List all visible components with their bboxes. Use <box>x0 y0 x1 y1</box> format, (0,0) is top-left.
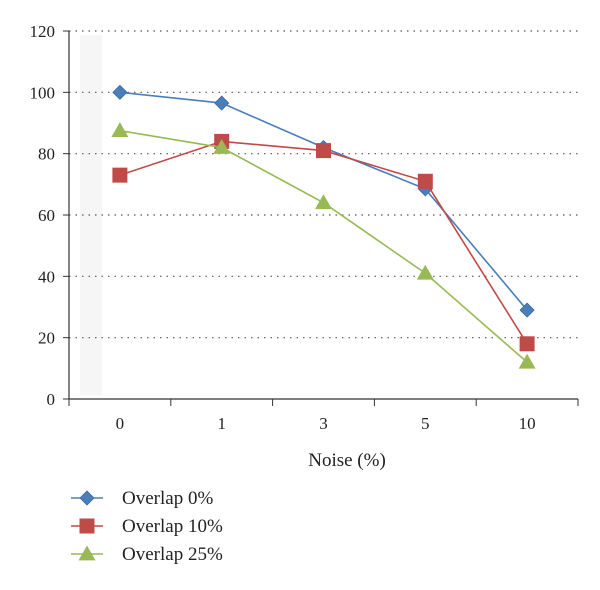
legend-label: Overlap 25% <box>122 544 223 565</box>
data-point <box>417 173 433 189</box>
y-tick-label: 60 <box>38 206 55 225</box>
legend-label: Overlap 0% <box>122 488 213 509</box>
data-point <box>518 353 536 369</box>
y-tick-label: 40 <box>38 267 55 286</box>
y-tick-label: 80 <box>38 145 55 164</box>
legend-marker <box>78 545 96 561</box>
y-tick-label: 20 <box>38 329 55 348</box>
series-3 <box>111 122 536 369</box>
y-tick-label: 120 <box>30 22 56 41</box>
data-point <box>519 336 535 352</box>
plot-area: 0 20 40 60 80 100 120 0 1 3 5 10 <box>30 22 579 433</box>
x-tick-label: 1 <box>217 414 226 433</box>
legend-item-3: Overlap 25% <box>71 544 223 565</box>
x-tick-label: 3 <box>319 414 328 433</box>
data-point <box>213 139 231 154</box>
legend-item-2: Overlap 10% <box>71 516 223 537</box>
data-point <box>112 167 128 183</box>
series-layer <box>111 84 536 369</box>
plot-background <box>80 35 102 395</box>
x-tick-label: 10 <box>519 414 536 433</box>
y-tick-label: 100 <box>30 83 56 102</box>
legend-label: Overlap 10% <box>122 516 223 537</box>
data-point <box>416 264 434 280</box>
y-tick-label: 0 <box>47 390 56 409</box>
data-point <box>316 143 331 159</box>
data-point <box>315 194 332 210</box>
data-point <box>519 302 535 318</box>
data-point <box>214 95 230 111</box>
x-tick-label: 0 <box>116 414 125 433</box>
data-point <box>112 84 128 100</box>
legend: Overlap 0% Overlap 10% Overlap 25% <box>71 488 223 565</box>
axes: 0 20 40 60 80 100 120 0 1 3 5 10 <box>30 22 579 433</box>
legend-marker <box>79 518 95 534</box>
series-line <box>119 140 528 345</box>
legend-marker <box>79 490 95 506</box>
legend-item-1: Overlap 0% <box>71 488 213 509</box>
gridlines <box>69 30 578 339</box>
x-tick-label: 5 <box>421 414 430 433</box>
data-point <box>111 122 129 138</box>
x-axis-title: Noise (%) <box>308 450 386 471</box>
